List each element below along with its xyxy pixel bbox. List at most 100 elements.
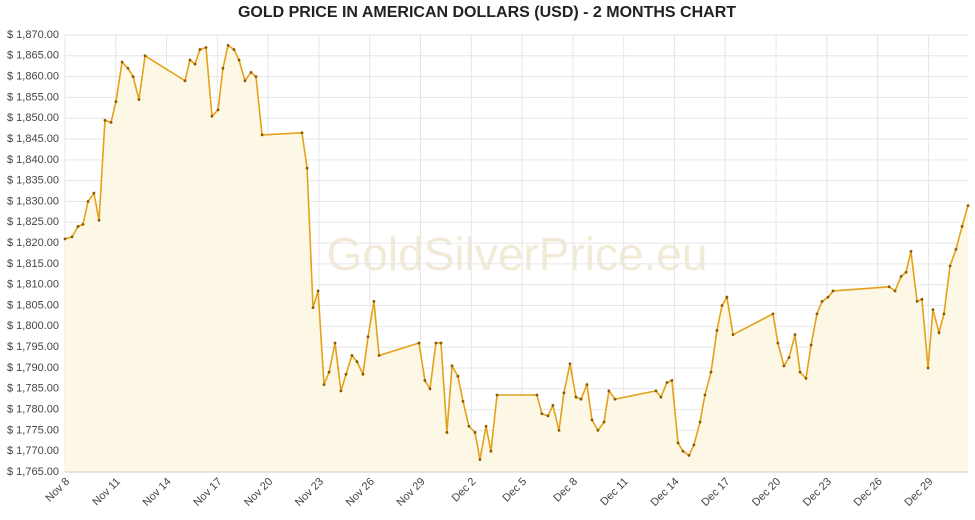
point: [692, 443, 696, 447]
point: [76, 225, 80, 228]
point: [899, 274, 903, 278]
point: [311, 306, 315, 310]
point: [920, 297, 924, 301]
point: [960, 225, 964, 228]
point: [221, 66, 225, 70]
point: [361, 372, 365, 376]
y-tick-label: $ 1,845.00: [7, 133, 59, 145]
point: [193, 62, 197, 66]
point: [562, 391, 566, 395]
point: [226, 44, 230, 47]
point: [579, 397, 583, 401]
point: [445, 431, 449, 434]
point: [97, 218, 101, 222]
point: [665, 381, 669, 384]
point: [143, 54, 147, 58]
point: [909, 250, 913, 253]
point: [428, 387, 432, 391]
point: [826, 295, 830, 299]
point: [461, 399, 465, 403]
point: [216, 108, 220, 112]
point: [355, 360, 359, 364]
x-tick-label: Nov 29: [395, 476, 428, 509]
point: [478, 458, 482, 461]
point: [344, 372, 348, 376]
y-tick-label: $ 1,810.00: [7, 279, 59, 291]
point: [546, 414, 550, 418]
point: [966, 204, 970, 208]
point: [423, 379, 427, 382]
point: [776, 341, 780, 345]
point: [931, 308, 935, 312]
point: [372, 299, 376, 303]
x-tick-label: Dec 29: [902, 476, 935, 509]
point: [557, 428, 561, 432]
y-tick-label: $ 1,840.00: [7, 154, 59, 166]
point: [204, 46, 208, 49]
point: [681, 449, 685, 453]
point: [596, 428, 600, 432]
point: [333, 341, 337, 345]
x-tick-label: Nov 14: [141, 476, 174, 509]
point: [815, 312, 819, 316]
point: [659, 395, 663, 399]
y-tick-label: $ 1,850.00: [7, 112, 59, 124]
point: [942, 312, 946, 316]
point: [126, 66, 130, 70]
point: [131, 75, 135, 79]
point: [300, 131, 304, 135]
y-tick-label: $ 1,780.00: [7, 403, 59, 415]
point: [339, 389, 343, 393]
x-tick-label: Nov 17: [191, 476, 224, 509]
point: [327, 370, 331, 374]
x-tick-label: Nov 26: [344, 476, 377, 509]
point: [540, 412, 544, 416]
y-tick-label: $ 1,800.00: [7, 320, 59, 332]
point: [103, 118, 107, 122]
point: [243, 79, 247, 83]
y-tick-label: $ 1,835.00: [7, 175, 59, 187]
y-tick-label: $ 1,860.00: [7, 71, 59, 83]
y-tick-label: $ 1,775.00: [7, 424, 59, 436]
point: [322, 383, 326, 386]
point: [804, 376, 808, 380]
point: [366, 335, 370, 339]
y-tick-label: $ 1,770.00: [7, 445, 59, 457]
point: [831, 289, 835, 293]
y-tick-label: $ 1,830.00: [7, 195, 59, 207]
y-tick-label: $ 1,765.00: [7, 466, 59, 478]
point: [535, 393, 539, 397]
y-tick-label: $ 1,785.00: [7, 383, 59, 395]
point: [887, 285, 891, 289]
x-tick-label: Nov 23: [293, 476, 326, 509]
y-tick-label: $ 1,825.00: [7, 216, 59, 228]
point: [484, 424, 488, 428]
point: [109, 121, 113, 124]
point: [489, 449, 493, 453]
y-tick-label: $ 1,795.00: [7, 341, 59, 353]
point: [954, 247, 958, 251]
point: [439, 341, 443, 345]
point: [350, 354, 354, 357]
point: [731, 333, 735, 337]
area: [65, 45, 968, 473]
point: [417, 341, 421, 345]
point: [585, 383, 589, 386]
point: [114, 100, 118, 103]
x-tick-label: Dec 17: [699, 476, 732, 509]
point: [210, 114, 214, 118]
point: [613, 397, 617, 401]
point: [249, 71, 253, 74]
point: [725, 295, 729, 299]
point: [926, 366, 930, 370]
point: [434, 341, 438, 345]
x-tick-label: Nov 20: [242, 476, 275, 509]
point: [798, 370, 802, 374]
point: [937, 331, 941, 334]
point: [670, 379, 674, 382]
point: [574, 395, 578, 399]
point: [771, 312, 775, 316]
x-tick-label: Dec 5: [500, 476, 529, 505]
